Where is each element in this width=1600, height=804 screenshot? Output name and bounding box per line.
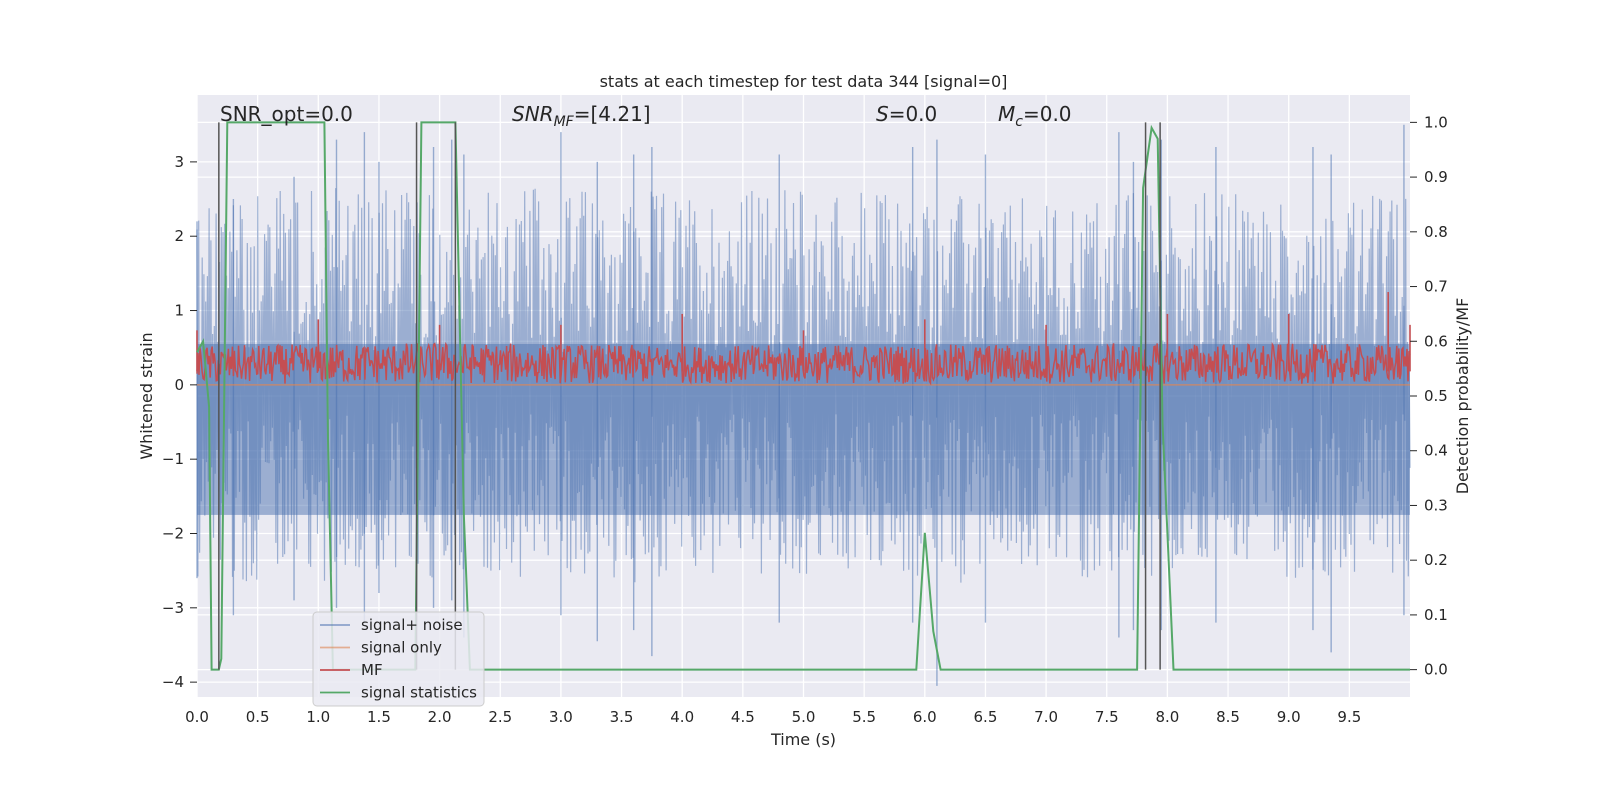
y-tick-label-left: −2 [162,524,184,542]
legend-label: signal+ noise [361,616,463,634]
y-tick-label-left: −1 [162,450,184,468]
x-tick-label: 1.5 [367,708,391,726]
x-tick-label: 8.0 [1155,708,1179,726]
y-tick-label-right: 0.3 [1424,496,1448,514]
x-tick-label: 4.5 [731,708,755,726]
y-tick-label-right: 0.1 [1424,606,1448,624]
x-tick-label: 8.5 [1216,708,1240,726]
y-tick-label-right: 0.9 [1424,168,1448,186]
x-tick-label: 3.5 [610,708,634,726]
y-tick-label-right: 0.8 [1424,223,1448,241]
legend: signal+ noise signal only MF signal statist… [312,611,485,707]
x-tick-label: 1.0 [306,708,330,726]
y-tick-label-left: 1 [174,302,184,320]
x-tick-label: 6.5 [974,708,998,726]
y-tick-label-left: −3 [162,599,184,617]
annotation-label: SNRMF=[4.21] [512,102,651,130]
annotation-label: SNR_opt=0.0 [220,102,353,126]
annotation-label: S=0.0 [876,102,937,126]
legend-label: signal only [361,639,442,657]
annotations: SNR_opt=0.0 SNRMF=[4.21] S=0.0 Mc=0.0 [220,102,1072,130]
y-axis-label-left: Whitened strain [137,332,156,459]
y-axis-label-right: Detection probability/MF [1453,298,1472,495]
y-tick-label-right: 0.7 [1424,278,1448,296]
y-tick-label-right: 0.6 [1424,332,1448,350]
y-tick-label-left: 3 [174,153,184,171]
x-tick-label: 7.0 [1034,708,1058,726]
x-tick-label: 5.0 [792,708,816,726]
y-tick-label-left: −4 [162,673,184,691]
legend-box [312,611,485,707]
x-tick-label: 7.5 [1095,708,1119,726]
y-tick-label-right: 1.0 [1424,113,1448,131]
series-layer [196,121,1411,686]
y-tick-label-left: 2 [174,227,184,245]
y-tick-label-right: 0.5 [1424,387,1448,405]
x-tick-label: 2.5 [488,708,512,726]
vertical-markers [218,122,1161,670]
x-tick-label: 0.0 [185,708,209,726]
x-tick-label: 0.5 [246,708,270,726]
y-tick-label-left: 0 [174,376,184,394]
x-tick-label: 2.0 [428,708,452,726]
y-tick-label-right: 0.4 [1424,442,1448,460]
x-tick-label: 6.0 [913,708,937,726]
mf-line [196,341,1411,386]
y-tick-label-right: 0.0 [1424,661,1448,679]
x-tick-label: 9.5 [1337,708,1361,726]
x-tick-label: 4.0 [670,708,694,726]
y-tick-label-right: 0.2 [1424,551,1448,569]
annotation-label: Mc=0.0 [998,102,1072,130]
x-tick-label: 5.5 [852,708,876,726]
tick-labels: 0.0 0.5 1.0 1.5 2.0 2.5 3.0 3.5 4.0 4.5 5.0 5.5 6.0 6… [162,113,1448,726]
x-tick-label: 9.0 [1277,708,1301,726]
x-tick-label: 3.0 [549,708,573,726]
legend-label: signal statistics [361,684,477,702]
chart-title: stats at each timestep for test data 344… [600,72,1008,91]
legend-label: MF [361,661,383,679]
x-axis-label: Time (s) [770,730,836,749]
